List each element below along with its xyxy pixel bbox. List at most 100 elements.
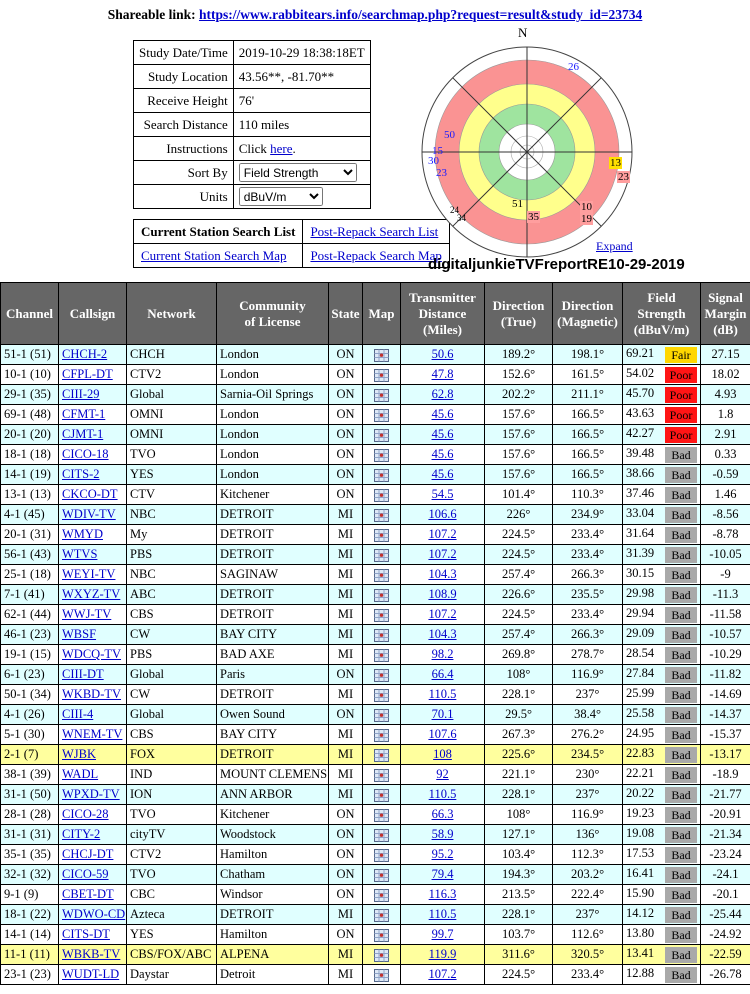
distance-link[interactable]: 45.6 — [431, 447, 454, 461]
callsign-link[interactable]: CICO-28 — [62, 807, 109, 821]
map-icon[interactable] — [374, 768, 389, 782]
map-icon[interactable] — [374, 708, 389, 722]
map-icon[interactable] — [374, 688, 389, 702]
distance-link[interactable]: 79.4 — [431, 867, 454, 881]
instructions-link[interactable]: here — [270, 140, 293, 156]
callsign-link[interactable]: WBSF — [62, 627, 97, 641]
callsign-link[interactable]: WTVS — [62, 547, 98, 561]
map-icon[interactable] — [374, 788, 389, 802]
distance-link[interactable]: 66.3 — [431, 807, 454, 821]
distance-link[interactable]: 104.3 — [428, 567, 457, 581]
distance-link[interactable]: 70.1 — [431, 707, 454, 721]
post-repack-search-map-link[interactable]: Post-Repack Search Map — [310, 247, 442, 263]
callsign-link[interactable]: WJBK — [62, 747, 97, 761]
distance-link[interactable]: 95.2 — [431, 847, 454, 861]
map-icon[interactable] — [374, 568, 389, 582]
distance-link[interactable]: 104.3 — [428, 627, 457, 641]
distance-link[interactable]: 45.6 — [431, 427, 454, 441]
callsign-link[interactable]: WWJ-TV — [62, 607, 112, 621]
callsign-link[interactable]: WADL — [62, 767, 99, 781]
map-icon[interactable] — [374, 888, 389, 902]
callsign-link[interactable]: CBET-DT — [62, 887, 114, 901]
map-icon[interactable] — [374, 728, 389, 742]
callsign-link[interactable]: WPXD-TV — [62, 787, 120, 801]
sort-by-select[interactable]: Field Strength — [238, 163, 357, 182]
map-icon[interactable] — [374, 748, 389, 762]
units-select[interactable]: dBuV/m — [238, 187, 323, 206]
distance-link[interactable]: 116.3 — [428, 887, 457, 901]
distance-link[interactable]: 107.2 — [428, 967, 457, 981]
map-icon[interactable] — [374, 908, 389, 922]
callsign-link[interactable]: CITY-2 — [62, 827, 101, 841]
callsign-link[interactable]: CIII-29 — [62, 387, 100, 401]
distance-link[interactable]: 110.5 — [428, 687, 457, 701]
callsign-link[interactable]: WNEM-TV — [62, 727, 123, 741]
distance-link[interactable]: 110.5 — [428, 787, 457, 801]
callsign-link[interactable]: WDCQ-TV — [62, 647, 122, 661]
distance-link[interactable]: 107.6 — [428, 727, 457, 741]
map-icon[interactable] — [374, 868, 389, 882]
callsign-link[interactable]: WKBD-TV — [62, 687, 122, 701]
callsign-link[interactable]: CHCH-2 — [62, 347, 108, 361]
map-icon[interactable] — [374, 808, 389, 822]
distance-link[interactable]: 106.6 — [428, 507, 457, 521]
callsign-link[interactable]: WDWO-CD — [62, 907, 126, 921]
map-icon[interactable] — [374, 948, 389, 962]
current-station-search-map-link[interactable]: Current Station Search Map — [141, 247, 287, 263]
distance-link[interactable]: 110.5 — [428, 907, 457, 921]
distance-link[interactable]: 92 — [436, 767, 449, 781]
distance-link[interactable]: 62.8 — [431, 387, 454, 401]
map-icon[interactable] — [374, 408, 389, 422]
map-icon[interactable] — [374, 608, 389, 622]
callsign-link[interactable]: CJMT-1 — [62, 427, 104, 441]
map-icon[interactable] — [374, 348, 389, 362]
distance-link[interactable]: 45.6 — [431, 407, 454, 421]
distance-link[interactable]: 50.6 — [431, 347, 454, 361]
map-icon[interactable] — [374, 928, 389, 942]
map-icon[interactable] — [374, 448, 389, 462]
callsign-link[interactable]: WDIV-TV — [62, 507, 116, 521]
map-icon[interactable] — [374, 388, 389, 402]
distance-link[interactable]: 119.9 — [428, 947, 457, 961]
map-icon[interactable] — [374, 368, 389, 382]
current-station-search-list[interactable]: Current Station Search List — [132, 219, 304, 244]
distance-link[interactable]: 108.9 — [428, 587, 457, 601]
callsign-link[interactable]: CFPL-DT — [62, 367, 113, 381]
callsign-link[interactable]: CKCO-DT — [62, 487, 118, 501]
map-icon[interactable] — [374, 548, 389, 562]
map-icon[interactable] — [374, 508, 389, 522]
callsign-link[interactable]: CITS-DT — [62, 927, 110, 941]
map-icon[interactable] — [374, 468, 389, 482]
callsign-link[interactable]: CIII-4 — [62, 707, 94, 721]
distance-link[interactable]: 58.9 — [431, 827, 454, 841]
shareable-link-url[interactable]: https://www.rabbitears.info/searchmap.ph… — [198, 7, 643, 22]
callsign-link[interactable]: WBKB-TV — [62, 947, 121, 961]
distance-link[interactable]: 45.6 — [431, 467, 454, 481]
callsign-link[interactable]: CITS-2 — [62, 467, 100, 481]
map-icon[interactable] — [374, 968, 389, 982]
distance-link[interactable]: 66.4 — [431, 667, 454, 681]
map-icon[interactable] — [374, 588, 389, 602]
callsign-link[interactable]: WEYI-TV — [62, 567, 116, 581]
map-icon[interactable] — [374, 668, 389, 682]
callsign-link[interactable]: WXYZ-TV — [62, 587, 121, 601]
distance-link[interactable]: 98.2 — [431, 647, 454, 661]
map-icon[interactable] — [374, 488, 389, 502]
distance-link[interactable]: 108 — [433, 747, 452, 761]
map-icon[interactable] — [374, 828, 389, 842]
callsign-link[interactable]: WUDT-LD — [62, 967, 120, 981]
distance-link[interactable]: 99.7 — [431, 927, 454, 941]
callsign-link[interactable]: CICO-18 — [62, 447, 109, 461]
map-icon[interactable] — [374, 528, 389, 542]
callsign-link[interactable]: WMYD — [62, 527, 103, 541]
distance-link[interactable]: 107.2 — [428, 607, 457, 621]
map-icon[interactable] — [374, 428, 389, 442]
callsign-link[interactable]: CIII-DT — [62, 667, 104, 681]
map-icon[interactable] — [374, 648, 389, 662]
distance-link[interactable]: 107.2 — [428, 547, 457, 561]
expand-link[interactable]: Expand — [596, 239, 633, 253]
distance-link[interactable]: 107.2 — [428, 527, 457, 541]
callsign-link[interactable]: CHCJ-DT — [62, 847, 114, 861]
callsign-link[interactable]: CFMT-1 — [62, 407, 106, 421]
distance-link[interactable]: 47.8 — [431, 367, 454, 381]
